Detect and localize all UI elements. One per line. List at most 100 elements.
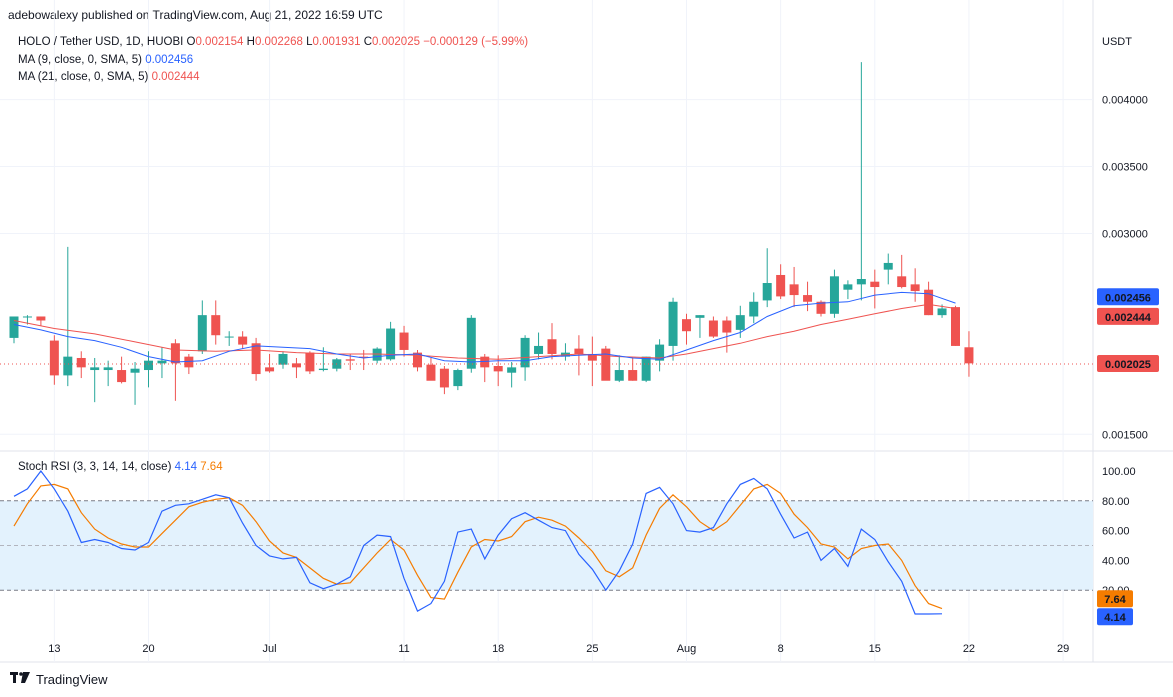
candle-down <box>238 336 248 345</box>
candle-down <box>439 368 449 388</box>
candle-up <box>843 284 853 290</box>
candle-down <box>682 319 691 332</box>
candle-up <box>520 337 530 368</box>
ma9-value: 0.002456 <box>145 54 194 66</box>
candle-down <box>924 289 934 316</box>
candle-down <box>708 320 718 337</box>
price-tag: 0.002456 <box>1097 288 1159 306</box>
price-tick-label: 0.003000 <box>1102 228 1148 240</box>
ma21-value: 0.002444 <box>151 71 200 83</box>
candle-up <box>63 356 73 376</box>
time-tick-label: 15 <box>869 643 881 655</box>
stoch-tag-box <box>1097 590 1133 608</box>
candle-up <box>224 336 234 338</box>
stoch-rsi-lines <box>13 470 943 615</box>
candle-down <box>547 339 557 354</box>
candle-down <box>816 301 826 314</box>
candle-down <box>345 359 355 361</box>
candle-down <box>265 367 275 372</box>
candle-down <box>184 356 194 368</box>
candle-down <box>359 356 369 358</box>
candle-up <box>749 301 759 317</box>
stoch-legend[interactable]: Stoch RSI (3, 3, 14, 14, close) 4.14 7.6… <box>18 461 223 473</box>
candle-down <box>964 347 974 364</box>
price-tag: 0.002444 <box>1097 307 1159 325</box>
candle-up <box>735 315 745 330</box>
candle-down <box>722 320 732 333</box>
candle-down <box>76 357 86 368</box>
close-value: 0.002025 <box>372 36 420 48</box>
candle-down <box>803 295 813 302</box>
close-label: C <box>363 36 373 48</box>
time-tick-label: 25 <box>586 643 598 655</box>
candle-up <box>762 283 772 301</box>
candle-up <box>9 316 19 338</box>
candle-up <box>655 344 665 361</box>
candle-down <box>897 276 907 288</box>
candle-up <box>197 315 207 352</box>
candle-down <box>251 343 261 375</box>
candlestick-series <box>9 62 974 405</box>
price-tag-box <box>1097 355 1159 373</box>
ma9-line <box>13 291 956 363</box>
candle-up <box>614 370 624 381</box>
stoch-tick-label: 60.00 <box>1102 526 1130 538</box>
candle-up <box>641 356 651 381</box>
time-tick-label: 13 <box>48 643 60 655</box>
candle-up <box>372 348 382 361</box>
time-tick-label: 29 <box>1057 643 1069 655</box>
change-value: −0.000129 (−5.99%) <box>423 36 529 48</box>
candle-down <box>480 356 490 368</box>
candle-down <box>36 316 46 321</box>
stoch-tick-label: 40.00 <box>1102 555 1130 567</box>
ma21-legend[interactable]: MA (21, close, 0, SMA, 5) 0.002444 <box>18 71 200 83</box>
candle-up <box>534 345 544 354</box>
symbol-name: HOLO / Tether USD, 1D, HUOBI <box>18 36 184 48</box>
footer-brand[interactable]: TradingView <box>10 671 108 687</box>
ma21-label: MA (21, close, 0, SMA, 5) <box>18 71 149 83</box>
stoch-tick-label: 80.00 <box>1102 496 1130 508</box>
candle-down <box>413 352 422 368</box>
tradingview-logo-icon <box>10 671 30 687</box>
candle-down <box>170 343 180 364</box>
price-tick-label: 0.004000 <box>1102 95 1148 107</box>
stoch-tick-label: 100.00 <box>1102 466 1136 478</box>
candle-down <box>574 348 584 354</box>
stoch-tag-text: 7.64 <box>1104 594 1126 606</box>
price-tag-box <box>1097 288 1159 306</box>
candle-down <box>211 315 221 336</box>
time-tick-label: 11 <box>398 643 409 655</box>
candle-up <box>103 367 113 371</box>
stoch-tag: 4.14 <box>1097 608 1133 626</box>
time-tick-label: 8 <box>778 643 784 655</box>
ma9-legend[interactable]: MA (9, close, 0, SMA, 5) 0.002456 <box>18 54 193 66</box>
ohlc-legend: HOLO / Tether USD, 1D, HUOBI O0.002154 H… <box>18 36 528 48</box>
high-value: 0.002268 <box>254 36 303 48</box>
price-tag-text: 0.002456 <box>1105 292 1151 304</box>
candle-up <box>695 315 705 318</box>
candle-down <box>291 363 301 368</box>
candle-down <box>776 274 786 297</box>
candle-down <box>870 281 880 288</box>
high-label: H <box>246 36 255 48</box>
candle-up <box>386 328 396 360</box>
stoch-label: Stoch RSI (3, 3, 14, 14, close) <box>18 461 172 473</box>
open-value: 0.002154 <box>195 36 244 48</box>
candle-down <box>910 284 920 292</box>
candle-up <box>278 353 288 365</box>
candle-up <box>22 316 32 318</box>
price-tag-text: 0.002025 <box>1105 359 1151 371</box>
candle-down <box>601 348 611 381</box>
candle-up <box>453 370 463 387</box>
candle-down <box>493 366 503 372</box>
stoch-tag-box <box>1097 608 1133 626</box>
currency-label: USDT <box>1102 36 1132 48</box>
candle-down <box>399 332 409 350</box>
price-tick-label: 0.001500 <box>1102 429 1148 441</box>
stoch-k-line <box>13 470 943 615</box>
time-tick-label: 22 <box>963 643 975 655</box>
candle-up <box>466 317 476 369</box>
time-tick-label: 20 <box>142 643 154 655</box>
candle-up <box>507 367 517 373</box>
